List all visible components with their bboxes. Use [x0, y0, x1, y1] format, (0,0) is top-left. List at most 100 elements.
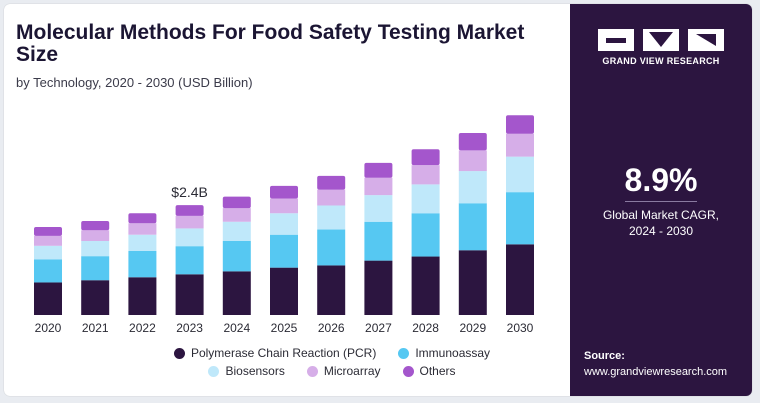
cagr-label: Global Market CAGR, 2024 - 2030: [570, 207, 752, 239]
cagr-label-line1: Global Market CAGR,: [602, 208, 720, 222]
infographic-card: Molecular Methods For Food Safety Testin…: [4, 4, 752, 396]
brand-logo: [598, 29, 724, 51]
x-tick-label: 2023: [176, 321, 203, 335]
legend-swatch: [306, 365, 318, 377]
legend-label: Microarray: [323, 364, 381, 378]
legend-item: Others: [402, 364, 456, 378]
bar-segment-2029-3: [458, 150, 487, 172]
x-tick-label: 2025: [271, 321, 298, 335]
legend-label: Others: [419, 364, 456, 378]
bar-segment-2024-1: [222, 241, 251, 272]
bar-segment-2027-1: [364, 221, 393, 261]
bar-segment-2026-0: [317, 265, 346, 315]
bar-segment-2023-4: [175, 205, 204, 216]
bar-segment-2028-1: [411, 213, 440, 257]
x-tick-label: 2020: [35, 321, 62, 335]
x-tick-label: 2028: [412, 321, 439, 335]
x-tick-label: 2022: [129, 321, 156, 335]
legend-item: Biosensors: [208, 364, 285, 378]
bar-segment-2027-0: [364, 260, 393, 315]
bar-segment-2030-3: [506, 133, 534, 157]
bar-segment-2029-4: [458, 132, 487, 151]
logo-cut-right: [696, 34, 716, 46]
x-tick-label: 2027: [365, 321, 392, 335]
bar-segment-2020-3: [34, 235, 62, 246]
bar-segment-2024-0: [222, 271, 251, 315]
chart-title: Molecular Methods For Food Safety Testin…: [16, 21, 525, 66]
bar-segment-2028-4: [411, 149, 440, 166]
bar-segment-2025-2: [270, 213, 298, 235]
bar-segment-2020-2: [34, 245, 62, 260]
x-tick-label: 2021: [82, 321, 109, 335]
bar-segment-2030-1: [506, 192, 534, 245]
bar-segment-2021-2: [81, 241, 110, 257]
x-tick-label: 2026: [318, 321, 345, 335]
legend-swatch: [208, 365, 220, 377]
bar-segment-2026-1: [317, 229, 346, 266]
bar-segment-2029-2: [458, 171, 487, 204]
bar-segment-2020-0: [34, 282, 62, 315]
legend-row-2: Biosensors Microarray Others: [112, 362, 552, 380]
legend-item: Immunoassay: [398, 346, 490, 360]
bar-segment-2021-4: [81, 221, 110, 231]
bar-segment-2021-1: [81, 256, 110, 281]
bar-segment-2022-1: [128, 250, 157, 278]
legend-item: Polymerase Chain Reaction (PCR): [173, 346, 377, 360]
bar-segment-2026-3: [317, 189, 346, 206]
bar-segment-2025-3: [270, 198, 298, 214]
legend-label: Biosensors: [225, 364, 285, 378]
bar-segment-2023-1: [175, 246, 204, 275]
bar-segment-2024-4: [222, 196, 251, 209]
source-url[interactable]: www.grandviewresearch.com: [584, 366, 728, 378]
bar-segment-2025-0: [270, 267, 298, 315]
bar-segment-2026-4: [317, 175, 346, 190]
source-label: Source:: [584, 350, 625, 362]
bar-segment-2028-2: [411, 184, 440, 214]
cagr-value: 8.9%: [624, 162, 698, 198]
bar-segment-2022-3: [128, 223, 157, 235]
bar-segment-2030-2: [506, 156, 534, 193]
bar-segment-2027-2: [364, 195, 393, 222]
bar-segment-2030-0: [506, 244, 534, 315]
bar-segment-2024-2: [222, 221, 251, 241]
chart-legend: Polymerase Chain Reaction (PCR) Immunoass…: [112, 344, 552, 380]
bar-segment-2025-4: [270, 185, 298, 199]
bar-segment-2029-0: [458, 250, 487, 315]
logo-chevron: [649, 32, 673, 47]
bar-segment-2027-3: [364, 177, 393, 196]
stacked-bar-chart: 2020 2021 2022 2023 2024 2025 2026 2027 2028 2029…: [34, 115, 534, 335]
bar-segment-2030-4: [506, 115, 534, 134]
bar-segment-2023-2: [175, 228, 204, 247]
legend-label: Immunoassay: [415, 346, 491, 360]
bar-segment-2024-3: [222, 208, 251, 222]
brand-name: GRAND VIEW RESEARCH: [602, 56, 720, 66]
bar-segment-2023-0: [175, 274, 204, 315]
bar-segment-2022-2: [128, 234, 157, 251]
legend-swatch: [173, 347, 185, 359]
legend-row-1: Polymerase Chain Reaction (PCR) Immunoass…: [112, 344, 552, 362]
bar-segment-2028-3: [411, 165, 440, 185]
cagr-divider: [625, 201, 697, 202]
bar-segment-2021-0: [81, 280, 110, 315]
bar-segment-2027-4: [364, 162, 393, 178]
legend-label: Polymerase Chain Reaction (PCR): [190, 346, 377, 360]
bar-segment-2022-4: [128, 213, 157, 224]
bar-segment-2020-4: [34, 226, 62, 236]
bar-segment-2028-0: [411, 256, 440, 315]
bar-segment-2020-1: [34, 259, 62, 283]
legend-swatch: [402, 365, 414, 377]
x-tick-label: 2029: [459, 321, 486, 335]
sidebar-panel: GRAND VIEW RESEARCH 8.9% Global Market C…: [570, 4, 752, 396]
cagr-label-line2: 2024 - 2030: [628, 224, 694, 238]
bar-segment-2025-1: [270, 234, 298, 268]
legend-item: Microarray: [306, 364, 381, 378]
x-tick-label: 2030: [507, 321, 534, 335]
bar-segment-2022-0: [128, 277, 157, 315]
bar-segment-2029-1: [458, 203, 487, 251]
x-tick-label: 2024: [223, 321, 250, 335]
legend-swatch: [398, 347, 410, 359]
data-annotation-label: $2.4B: [171, 184, 208, 200]
bar-segment-2023-3: [175, 215, 204, 229]
bar-segment-2026-2: [317, 205, 346, 230]
chart-subtitle: by Technology, 2020 - 2030 (USD Billion): [16, 75, 253, 90]
